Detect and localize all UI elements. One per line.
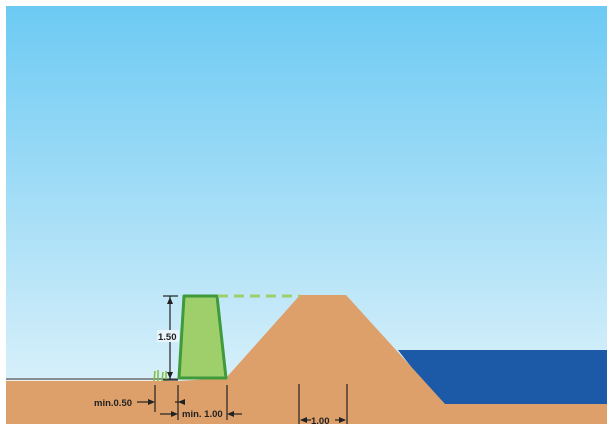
dike-width-arrow-left [171,411,178,417]
dike-width-label-bg [180,406,225,419]
min-offset-label: min.0.50 [94,398,132,409]
crest-gap-label: 1.00 [311,416,330,427]
dike-width-arrow-right [227,411,234,417]
min-offset-arrow-right [178,399,185,405]
ground-embankment [6,295,607,426]
height-arrow-bottom [167,372,173,379]
crest-gap-arrow-left [300,417,307,423]
height-label-bg [157,330,179,342]
water [398,350,607,404]
green-dike [177,294,228,380]
min-offset-arrow-left [148,399,155,405]
height-label: 1.50 [158,332,177,343]
crest-gap-arrow-right [339,417,346,423]
dike-width-label: min. 1.00 [182,409,223,420]
grass-tuft [153,370,167,382]
height-arrow-top [167,297,173,304]
